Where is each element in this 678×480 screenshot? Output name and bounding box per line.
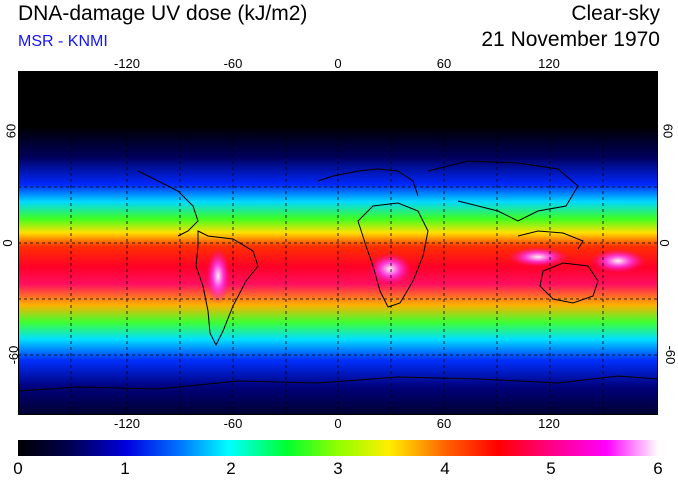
lon-tick-bottom: 0: [334, 417, 341, 430]
hotspot-southern-africa: [368, 253, 412, 285]
lon-tick-bottom: 120: [538, 417, 560, 430]
color-scale-labels: 0 1 2 3 4 5 6: [0, 459, 678, 479]
lon-tick-top: -120: [114, 57, 140, 70]
sky-condition: Clear-sky: [571, 2, 660, 26]
hotspot-andes: [206, 248, 230, 304]
uv-dose-map-svg: [18, 71, 658, 415]
scale-gradient-bar: [18, 440, 658, 456]
lat-tick-right: 60: [662, 124, 675, 138]
scale-label: 6: [653, 459, 662, 479]
scale-label: 3: [333, 459, 342, 479]
lon-tick-top: 0: [334, 57, 341, 70]
lon-tick-bottom: -60: [224, 417, 243, 430]
scale-label: 2: [226, 459, 235, 479]
scale-label: 4: [440, 459, 449, 479]
lat-tick-right: -60: [664, 346, 677, 365]
scale-label: 5: [546, 459, 555, 479]
color-scale-bar: [18, 440, 658, 456]
hotspot-indian-ocean: [508, 247, 568, 267]
lon-tick-top: 120: [538, 57, 560, 70]
map-title: DNA-damage UV dose (kJ/m2): [18, 2, 307, 26]
lon-tick-top: -60: [224, 57, 243, 70]
hotspot-pacific: [590, 249, 646, 273]
lon-tick-bottom: 60: [437, 417, 451, 430]
scale-label: 1: [120, 459, 129, 479]
scale-label: 0: [13, 459, 22, 479]
lon-tick-top: 60: [437, 57, 451, 70]
lat-tick-left: 0: [1, 239, 14, 246]
lon-tick-bottom: -120: [114, 417, 140, 430]
map-date: 21 November 1970: [481, 28, 660, 52]
lat-tick-left: 60: [5, 124, 18, 138]
uv-dose-map: [18, 71, 658, 415]
map-source: MSR - KNMI: [18, 33, 108, 51]
lat-tick-right: 0: [658, 239, 671, 246]
